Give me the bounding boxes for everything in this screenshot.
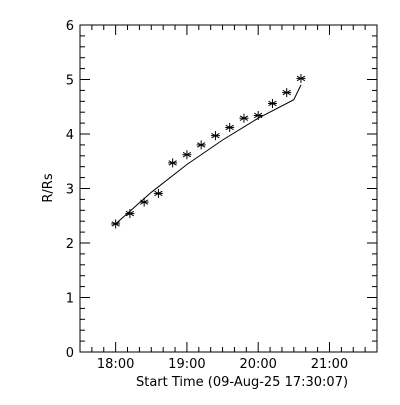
tick-labels: 0 1 2 3 4 5 6 18:00 19:00 20:00 21:00 — [66, 19, 348, 372]
x-axis-label: Start Time (09-Aug-25 17:30:07) — [136, 375, 348, 390]
data-point — [253, 110, 263, 120]
data-point — [239, 113, 249, 123]
data-point — [168, 158, 178, 168]
axis-ticks — [79, 24, 378, 353]
data-point — [210, 131, 220, 141]
x-tick-label: 19:00 — [168, 357, 205, 372]
data-point — [111, 219, 121, 229]
y-tick-label: 3 — [66, 183, 74, 198]
y-axis-label: R/Rs — [41, 173, 56, 202]
fit-curve — [115, 84, 302, 225]
data-point — [267, 98, 277, 108]
data-point — [153, 188, 163, 198]
x-tick-label: 20:00 — [239, 357, 276, 372]
y-tick-label: 5 — [66, 74, 74, 89]
y-tick-label: 1 — [66, 292, 74, 307]
data-point — [182, 150, 192, 160]
y-tick-label: 4 — [66, 128, 74, 143]
x-tick-label: 18:00 — [97, 357, 134, 372]
data-point — [139, 197, 149, 207]
data-point — [225, 122, 235, 132]
y-tick-label: 2 — [66, 237, 74, 252]
data-markers — [111, 73, 306, 229]
data-point — [125, 209, 135, 219]
x-tick-label: 21:00 — [311, 357, 348, 372]
data-point — [196, 140, 206, 150]
y-tick-label: 0 — [66, 346, 74, 361]
data-point — [282, 88, 292, 98]
data-point — [296, 73, 306, 83]
y-tick-label: 6 — [66, 19, 74, 34]
